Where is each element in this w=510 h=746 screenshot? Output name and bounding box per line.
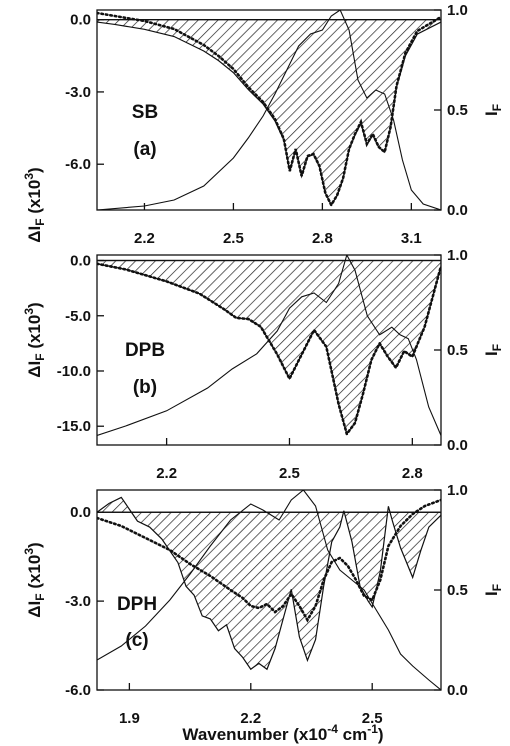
panel-3: 1.9 2.2 2.5 0.0 -3.0 -6.0 0.0 0.5 1.0 IF DPH (c)	[65, 482, 504, 727]
y-left-tick-label: -15.0	[57, 418, 91, 435]
right-axis-title: IF	[482, 104, 504, 116]
if-dotted-line	[97, 262, 441, 437]
panel-letter: (c)	[125, 630, 148, 651]
if-dotted-line	[97, 498, 441, 623]
panel-letter: (a)	[133, 139, 156, 160]
y-left-tick-label: -3.0	[65, 84, 91, 101]
x-tick-label: 2.5	[223, 230, 244, 247]
y-left-tick-label: -6.0	[65, 156, 91, 173]
y-right-tick-label: 0.0	[447, 202, 468, 219]
y-right-tick-label: 0.0	[447, 437, 468, 454]
x-tick-label: 2.2	[134, 230, 155, 247]
y-right-tick-label: 0.5	[447, 582, 468, 599]
if-spectrum-line	[97, 490, 441, 690]
if-spectrum-line	[97, 255, 441, 437]
panel-1: 2.2 2.5 2.8 3.1 0.0 -3.0 -6.0 0.0 0.5 1.0 IF SB (a)	[65, 2, 504, 247]
y-left-tick-label: 0.0	[70, 12, 91, 29]
x-tick-label: 2.5	[279, 465, 300, 482]
x-tick-label: 2.2	[240, 710, 261, 727]
y-left-tick-label: -6.0	[65, 682, 91, 699]
y-left-tick-label: -10.0	[57, 363, 91, 380]
y-right-tick-label: 0.5	[447, 102, 468, 119]
y-right-tick-label: 1.0	[447, 482, 468, 499]
if-dotted-line	[97, 11, 441, 208]
panel-name: SB	[132, 102, 158, 123]
x-tick-label: 3.1	[401, 230, 422, 247]
x-axis-title: Wavenumber (x10-4 cm-1)	[182, 722, 383, 744]
right-axis-title: IF	[482, 344, 504, 356]
y-left-tick-label: -5.0	[65, 308, 91, 325]
left-axis-title: ΔIF (x103)	[22, 167, 47, 242]
panel-name: DPH	[117, 594, 157, 615]
panel-2: 2.2 2.5 2.8 0.0 -5.0 -10.0 -15.0 0.0 0.5 1.0 IF DPB…	[57, 247, 504, 482]
x-tick-label: 2.5	[362, 710, 383, 727]
left-axis-title-b: ΔIF (x103)	[22, 302, 47, 377]
y-left-tick-label: 0.0	[70, 253, 91, 270]
y-right-tick-label: 1.0	[447, 2, 468, 19]
y-left-tick-label: 0.0	[70, 504, 91, 521]
panel-letter: (b)	[133, 377, 157, 398]
panel-name: DPB	[125, 340, 165, 361]
y-left-tick-label: -3.0	[65, 593, 91, 610]
x-tick-label: 2.8	[402, 465, 423, 482]
left-axis-title-c: ΔIF (x103)	[22, 542, 47, 617]
y-right-tick-label: 0.5	[447, 342, 468, 359]
delta-if-area	[97, 496, 441, 671]
right-axis-title: IF	[482, 584, 504, 596]
x-tick-label: 1.9	[119, 710, 140, 727]
y-right-tick-label: 1.0	[447, 247, 468, 264]
y-right-tick-label: 0.0	[447, 682, 468, 699]
x-tick-label: 2.2	[156, 465, 177, 482]
x-tick-label: 2.8	[312, 230, 333, 247]
if-spectrum-line	[97, 10, 441, 210]
